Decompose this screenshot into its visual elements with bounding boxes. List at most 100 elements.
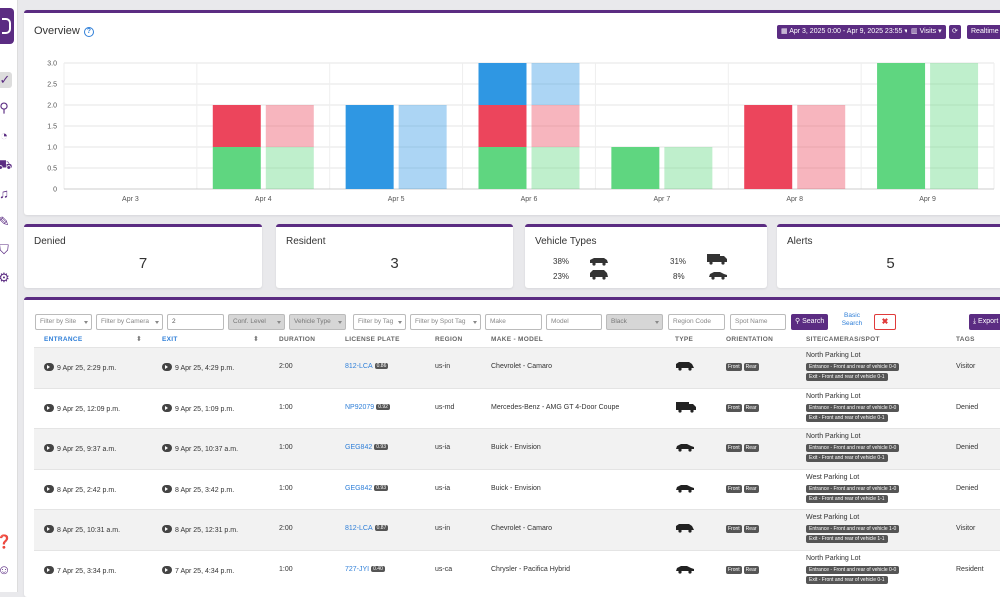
- bar-segment: [877, 63, 926, 189]
- plate-link[interactable]: 812-LCA: [345, 525, 373, 532]
- exit-camera-icon[interactable]: [162, 565, 172, 574]
- spot-tag-filter[interactable]: Filter by Spot Tag: [410, 314, 481, 330]
- site-filter[interactable]: Filter by Site: [35, 314, 92, 330]
- front-tag: Front: [726, 484, 742, 493]
- exit-camera-icon[interactable]: [162, 525, 172, 533]
- exit-camera-tag: Exit - Front and rear of vehicle 0-1: [806, 454, 888, 462]
- entrance-time: 9 Apr 25, 2:29 p.m.: [57, 365, 117, 372]
- plate-link[interactable]: NP92079: [345, 403, 375, 411]
- sort-exit-icon[interactable]: ⬍: [253, 336, 259, 343]
- entry-camera-icon[interactable]: [44, 565, 54, 574]
- entry-camera-icon[interactable]: [44, 484, 54, 493]
- entrance-cell: 8 Apr 25, 10:31 a.m.: [44, 525, 120, 534]
- entry-camera-icon[interactable]: [44, 525, 54, 533]
- date-range-label: Apr 3, 2025 0:00 - Apr 9, 2025 23:55: [789, 28, 903, 35]
- conf-level-filter[interactable]: Conf. Level: [228, 314, 285, 330]
- realtime-button[interactable]: Realtime: [967, 25, 1000, 39]
- region-cell: us-md: [435, 403, 455, 411]
- sort-entrance-icon[interactable]: ⬍: [136, 336, 142, 343]
- van-icon: [676, 362, 694, 371]
- alerts-value: 5: [886, 255, 895, 272]
- vehicle-types-card[interactable]: Vehicle Types 38% 31% 23% 8%: [525, 224, 767, 288]
- confidence-badge: 0.40: [371, 565, 385, 572]
- tag-cell: Visitor: [956, 363, 976, 370]
- entry-camera-icon[interactable]: [44, 403, 54, 412]
- metric-dropdown[interactable]: ▥ Visits ▾: [907, 25, 946, 39]
- plate-cell: 812-LCA 0.87: [345, 525, 389, 532]
- exit-time: 9 Apr 25, 1:09 p.m.: [175, 405, 235, 413]
- alerts-card[interactable]: Alerts 5: [777, 224, 1000, 288]
- exit-time: 8 Apr 25, 12:31 p.m.: [175, 527, 239, 534]
- resident-card[interactable]: Resident 3: [276, 224, 513, 288]
- car-icon[interactable]: ⛟: [0, 157, 13, 172]
- confidence-badge: 0.93: [374, 484, 388, 491]
- table-row[interactable]: 9 Apr 25, 2:29 p.m. 9 Apr 25, 4:29 p.m. 2:…: [34, 347, 1000, 388]
- site-name: North Parking Lot: [806, 433, 861, 440]
- table-row[interactable]: 8 Apr 25, 10:31 a.m. 8 Apr 25, 12:31 p.m.…: [34, 509, 1000, 550]
- help-icon[interactable]: ?: [83, 27, 94, 37]
- dashboard-icon[interactable]: ✓: [0, 72, 12, 88]
- denied-card[interactable]: Denied 7: [24, 224, 262, 288]
- plate-link[interactable]: GEG842: [345, 444, 373, 451]
- tag-filter[interactable]: Filter by Tag: [353, 314, 406, 330]
- date-range-button[interactable]: ▦ Apr 3, 2025 0:00 - Apr 9, 2025 23:55 ▾: [777, 25, 912, 39]
- table-row[interactable]: 9 Apr 25, 12:09 p.m. 9 Apr 25, 1:09 p.m. 1…: [34, 387, 1000, 429]
- exit-camera-icon[interactable]: [162, 444, 172, 452]
- bell-icon[interactable]: ♫: [0, 186, 9, 201]
- plate-link[interactable]: GEG842: [345, 484, 373, 492]
- search-button[interactable]: ⚲ Search: [791, 314, 829, 330]
- plate-link[interactable]: 727-JYI: [345, 565, 370, 573]
- user-icon[interactable]: ☺: [0, 562, 11, 577]
- help-icon[interactable]: ❓: [0, 534, 13, 549]
- count-input[interactable]: 2: [167, 314, 224, 330]
- exit-camera-icon[interactable]: [162, 403, 172, 412]
- confidence-badge: 0.86: [374, 363, 389, 369]
- table-row[interactable]: 8 Apr 25, 2:42 p.m. 8 Apr 25, 3:42 p.m. 1:…: [34, 468, 1000, 510]
- entry-camera-icon[interactable]: [44, 444, 54, 452]
- make-input[interactable]: Make: [485, 314, 542, 330]
- basic-search-link[interactable]: Basic Search: [836, 312, 868, 328]
- entrance-time: 7 Apr 25, 3:34 p.m.: [57, 567, 117, 575]
- color-filter[interactable]: Black: [606, 314, 663, 330]
- refresh-button[interactable]: ⟳: [949, 25, 961, 39]
- exit-camera-icon[interactable]: [162, 363, 172, 371]
- region-input[interactable]: Region Code: [668, 314, 725, 330]
- front-tag: Front: [726, 403, 742, 412]
- vehicle-type-filter[interactable]: Vehicle Type: [289, 314, 346, 330]
- orientation-cell: Front Rear: [726, 363, 761, 371]
- camera-filter[interactable]: Filter by Camera: [96, 314, 163, 330]
- gear-icon[interactable]: ⚙: [0, 270, 10, 285]
- col-entrance[interactable]: ENTRANCE: [44, 336, 83, 343]
- model-input[interactable]: Model: [546, 314, 602, 330]
- comparison-bar-segment: [930, 63, 979, 189]
- bar-segment: [478, 63, 527, 105]
- spot-name-input[interactable]: Spot Name: [730, 314, 786, 330]
- entrance-time: 9 Apr 25, 12:09 p.m.: [57, 405, 121, 413]
- edit-icon[interactable]: ✎: [0, 214, 10, 229]
- car-pct: 8%: [673, 272, 685, 281]
- exit-camera-icon[interactable]: [162, 484, 172, 493]
- col-exit[interactable]: EXIT: [162, 336, 178, 343]
- entrance-cell: 9 Apr 25, 9:37 a.m.: [44, 444, 116, 453]
- app-logo[interactable]: [0, 8, 14, 44]
- orientation-cell: Front Rear: [726, 565, 761, 574]
- x-tick-label: Apr 7: [653, 196, 670, 203]
- export-button[interactable]: ⤓ Export: [969, 314, 1000, 330]
- plate-cell: GEG842 0.93: [345, 444, 388, 451]
- table-row[interactable]: 7 Apr 25, 3:34 p.m. 7 Apr 25, 4:34 p.m. 1:…: [34, 549, 1000, 591]
- comparison-bar-segment: [531, 147, 580, 189]
- entry-camera-icon[interactable]: [44, 363, 54, 371]
- plate-link[interactable]: 812-LCA: [345, 363, 373, 370]
- color-filter-label: Black: [611, 318, 627, 325]
- bar-segment: [478, 105, 527, 147]
- location-icon[interactable]: ⚲: [0, 100, 9, 115]
- denied-label: Denied: [34, 236, 66, 247]
- exit-cell: 9 Apr 25, 4:29 p.m.: [162, 363, 234, 372]
- table-row[interactable]: 9 Apr 25, 9:37 a.m. 9 Apr 25, 10:37 a.m. 1…: [34, 428, 1000, 469]
- shield-icon[interactable]: ⛉: [0, 242, 9, 257]
- basic-search-line1: Basic: [844, 312, 860, 319]
- pie-chart-icon[interactable]: ◔: [0, 128, 8, 143]
- clear-filters-button[interactable]: ✖: [874, 314, 896, 330]
- suv-icon: [590, 270, 608, 280]
- duration-cell: 2:00: [279, 525, 293, 532]
